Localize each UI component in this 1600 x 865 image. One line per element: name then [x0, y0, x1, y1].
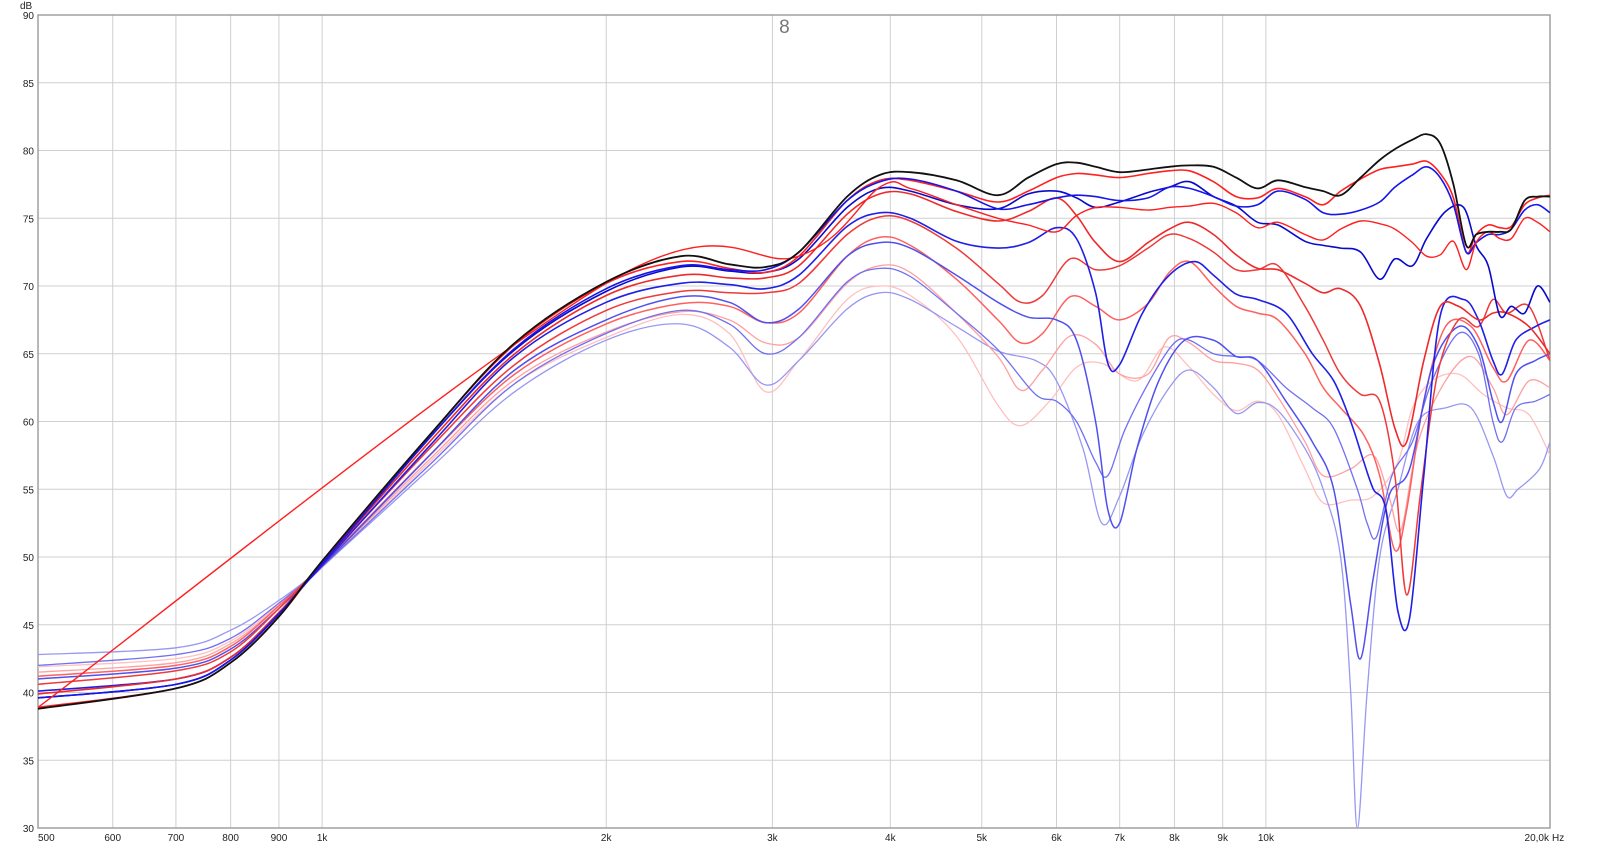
series-line-7	[38, 215, 1550, 686]
y-tick-label: 40	[23, 689, 35, 700]
x-tick-label: 20,0k	[1525, 833, 1550, 844]
series-line-12	[38, 165, 1550, 699]
y-tick-label: 55	[23, 485, 35, 496]
x-tick-label: 9k	[1217, 833, 1229, 844]
x-tick-label: 10k	[1258, 833, 1275, 844]
y-axis-unit-label: dB	[20, 1, 33, 12]
series-line-14	[38, 133, 1550, 710]
y-tick-label: 65	[23, 350, 35, 361]
x-axis-unit-label: Hz	[1552, 833, 1564, 844]
plot-frame	[37, 14, 1551, 829]
x-tick-label: 2k	[601, 833, 613, 844]
x-tick-label: 8k	[1169, 833, 1181, 844]
y-tick-label: 80	[23, 147, 35, 158]
x-tick-label: 800	[222, 833, 239, 844]
series-line-10	[38, 180, 1550, 699]
x-tick-label: 600	[104, 833, 121, 844]
series-line-9	[38, 190, 1550, 695]
x-tick-label: 900	[271, 833, 288, 844]
series-line-3	[38, 264, 1550, 673]
y-tick-label: 50	[23, 553, 35, 564]
series-line-4	[38, 267, 1550, 667]
x-tick-label: 4k	[885, 833, 897, 844]
grid-lines	[37, 14, 1551, 829]
y-tick-label: 70	[23, 282, 35, 293]
x-tick-label: 6k	[1051, 833, 1063, 844]
series-line-6	[38, 241, 1550, 680]
x-tick-label: 1k	[317, 833, 329, 844]
y-tick-labels: 30 35 40 45 50 55 60 65 70 75 80 85 90	[23, 11, 35, 835]
x-tick-label: 500	[38, 833, 55, 844]
x-tick-label: 5k	[977, 833, 989, 844]
series-line-8	[38, 211, 1550, 692]
x-tick-label: 7k	[1114, 833, 1126, 844]
x-tick-label: 3k	[767, 833, 779, 844]
y-tick-label: 60	[23, 418, 35, 429]
series-layer	[38, 133, 1550, 828]
y-tick-label: 75	[23, 214, 35, 225]
series-line-11	[38, 160, 1550, 709]
y-tick-label: 30	[23, 824, 35, 835]
y-tick-label: 35	[23, 756, 35, 767]
x-tick-label: 700	[168, 833, 185, 844]
y-tick-label: 90	[23, 11, 35, 22]
y-tick-label: 85	[23, 79, 35, 90]
x-tick-labels: 500 600 700 800 900 1k 2k 3k 4k 5k 6k 7k 8k 9k 10k 20,0…	[38, 833, 1550, 844]
y-tick-label: 45	[23, 621, 35, 632]
series-line-13	[38, 181, 1550, 708]
series-line-2	[38, 291, 1550, 828]
series-line-1	[38, 285, 1550, 668]
chart-title: 8	[779, 17, 790, 38]
series-line-5	[38, 235, 1550, 677]
